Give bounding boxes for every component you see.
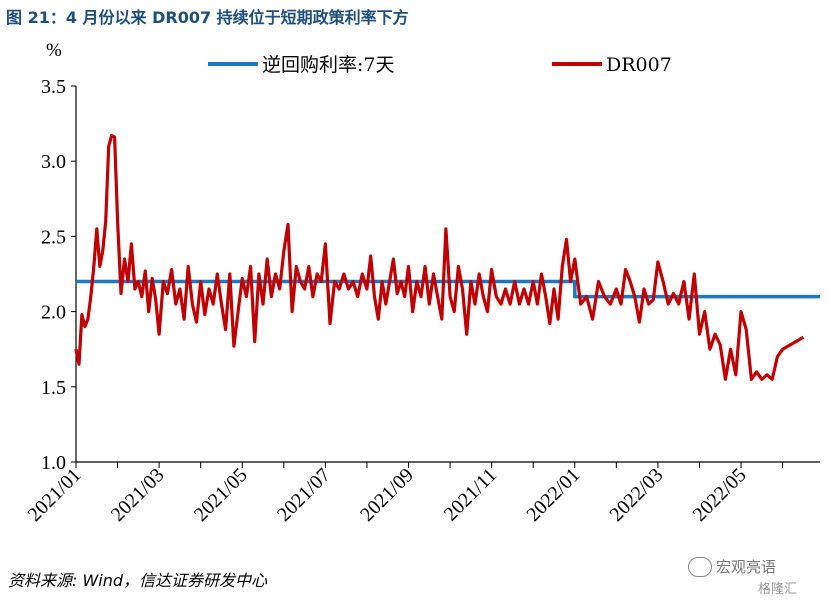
x-tick-label: 2022/05 <box>689 464 751 526</box>
legend: 逆回购利率:7天 DR007 <box>208 54 672 76</box>
series-group <box>74 134 820 381</box>
y-tick-label: 3.0 <box>41 151 66 173</box>
y-unit-label: % <box>46 40 62 61</box>
y-tick-label: 2.5 <box>41 226 66 248</box>
x-tick-label: 2021/05 <box>190 464 252 526</box>
legend-label: 逆回购利率:7天 <box>262 54 395 76</box>
legend-label: DR007 <box>606 54 672 76</box>
watermark-text: 宏观亮语 <box>716 558 777 576</box>
source-note: 资料来源: Wind，信达证券研发中心 <box>8 571 268 590</box>
series-line-dr007 <box>74 134 805 381</box>
y-tick-label: 1.0 <box>41 452 66 474</box>
x-tick-label: 2021/07 <box>273 464 335 526</box>
chart-title: 图 21：4 月份以来 DR007 持续位于短期政策利率下方 <box>6 8 409 27</box>
x-tick-label: 2021/09 <box>356 464 418 526</box>
x-tick-label: 2021/03 <box>107 464 169 526</box>
watermark: 宏观亮语 格隆汇 <box>688 556 824 597</box>
x-tick-label: 2021/11 <box>440 464 501 525</box>
watermark-logo: 格隆汇 <box>758 582 798 597</box>
y-tick-label: 2.0 <box>41 302 66 324</box>
x-tick-label: 2022/03 <box>606 464 668 526</box>
y-tick-label: 3.5 <box>41 76 66 98</box>
x-tick-label: 2022/01 <box>522 464 584 526</box>
y-tick-label: 1.5 <box>41 377 66 399</box>
wechat-icon <box>688 557 712 577</box>
